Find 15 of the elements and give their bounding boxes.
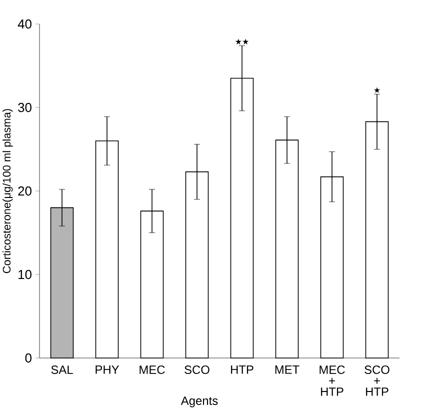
y-axis-title: Corticosterone(μg/100 ml plasma) [2,109,13,274]
x-tick-label: PHY [96,366,120,374]
x-tick-label: MEC + HTP [320,366,345,396]
y-tick-label: 0 [25,353,32,363]
x-tick-label: SCO + HTP [364,366,390,396]
y-tick-label: 20 [18,186,32,196]
x-tick-label: MET [275,366,300,374]
y-tick-label: 10 [18,270,32,280]
y-tick-label: 40 [18,19,32,29]
x-tick-label: SCO [184,366,210,374]
x-axis-title: Agents [180,396,218,408]
x-tick-label: HTP [231,366,254,374]
x-tick-label: MEC [140,366,165,374]
y-tick-label: 30 [18,102,32,112]
x-tick-label: SAL [51,366,73,374]
